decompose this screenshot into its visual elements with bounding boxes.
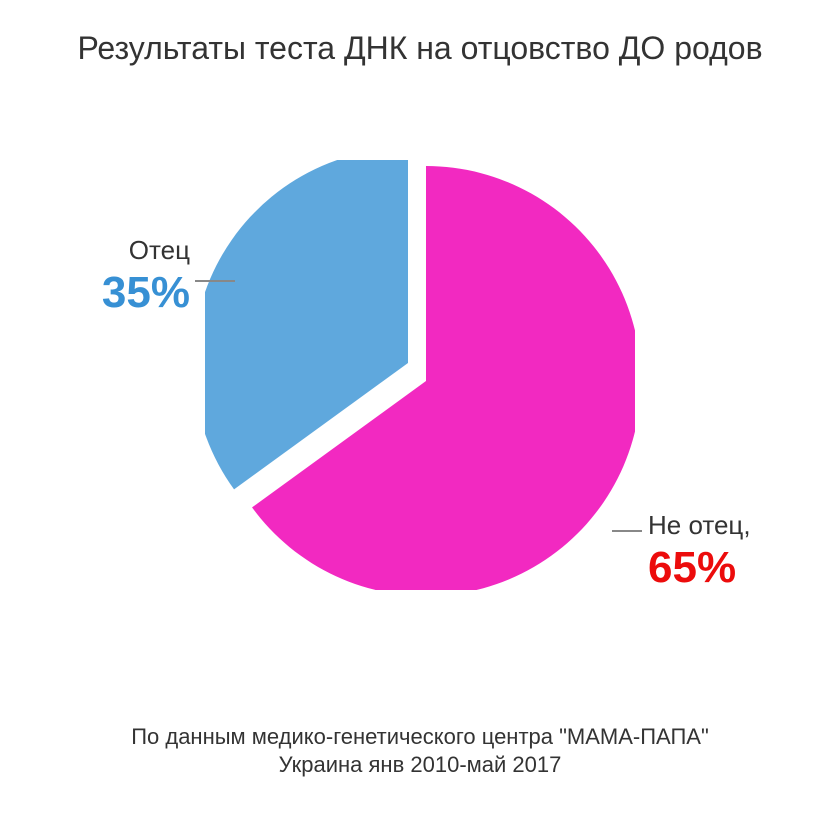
footer-source: По данным медико-генетического центра "М… — [0, 723, 840, 780]
leader-line-right — [612, 530, 642, 532]
label-father-percent: 35% — [50, 268, 190, 318]
pie-slice-father — [205, 160, 635, 590]
label-father: Отец 35% — [50, 235, 190, 318]
label-not-father: Не отец, 65% — [648, 510, 751, 593]
footer-line-2: Украина янв 2010-май 2017 — [0, 751, 840, 780]
pie-chart — [205, 160, 635, 590]
leader-line-left — [195, 280, 235, 282]
label-father-text: Отец — [50, 235, 190, 266]
label-not-father-text: Не отец, — [648, 510, 751, 541]
label-not-father-percent: 65% — [648, 543, 751, 593]
chart-title: Результаты теста ДНК на отцовство ДО род… — [0, 30, 840, 67]
footer-line-1: По данным медико-генетического центра "М… — [0, 723, 840, 752]
